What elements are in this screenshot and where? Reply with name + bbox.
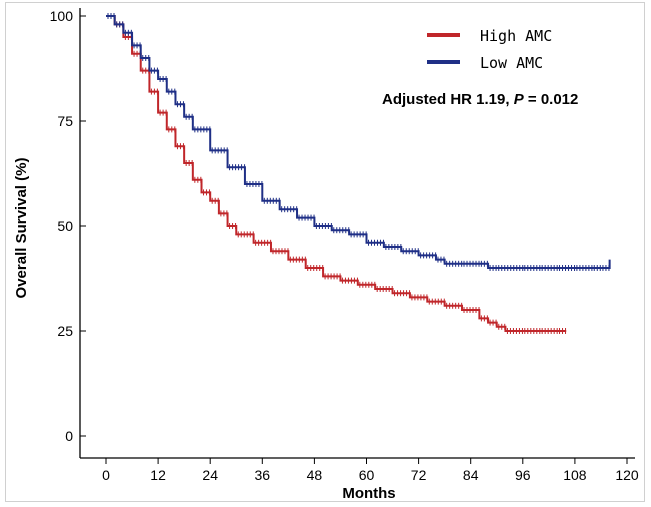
x-axis-title: Months [342,485,395,502]
series-line-high-amc [106,15,567,332]
chart-frame [5,2,645,502]
x-tick-label: 120 [615,467,639,483]
axes: 0 25 50 75 100 0 12 24 36 48 60 72 84 96 108 120 [50,8,639,483]
legend: High AMC Low AMC [427,27,552,72]
legend-label-high-amc: High AMC [480,27,552,45]
y-tick-label: 0 [65,428,73,444]
x-tick-label: 12 [150,467,166,483]
x-tick-label: 0 [102,467,110,483]
y-tick-label: 100 [50,8,74,24]
y-tick-label: 75 [57,113,73,129]
x-tick-label: 24 [202,467,218,483]
x-tick-label: 36 [255,467,271,483]
y-tick-label: 25 [57,323,73,339]
x-tick-label: 48 [307,467,323,483]
y-axis-title: Overall Survival (%) [13,158,30,299]
series-layer [106,13,611,334]
series-line-low-amc [106,15,611,269]
y-tick-label: 50 [57,218,73,234]
legend-label-low-amc: Low AMC [480,54,543,72]
x-tick-label: 108 [563,467,587,483]
x-tick-label: 72 [411,467,427,483]
hazard-ratio-annotation: Adjusted HR 1.19, P = 0.012 [382,91,578,108]
x-tick-label: 60 [359,467,375,483]
x-tick-label: 96 [515,467,531,483]
x-tick-label: 84 [463,467,479,483]
